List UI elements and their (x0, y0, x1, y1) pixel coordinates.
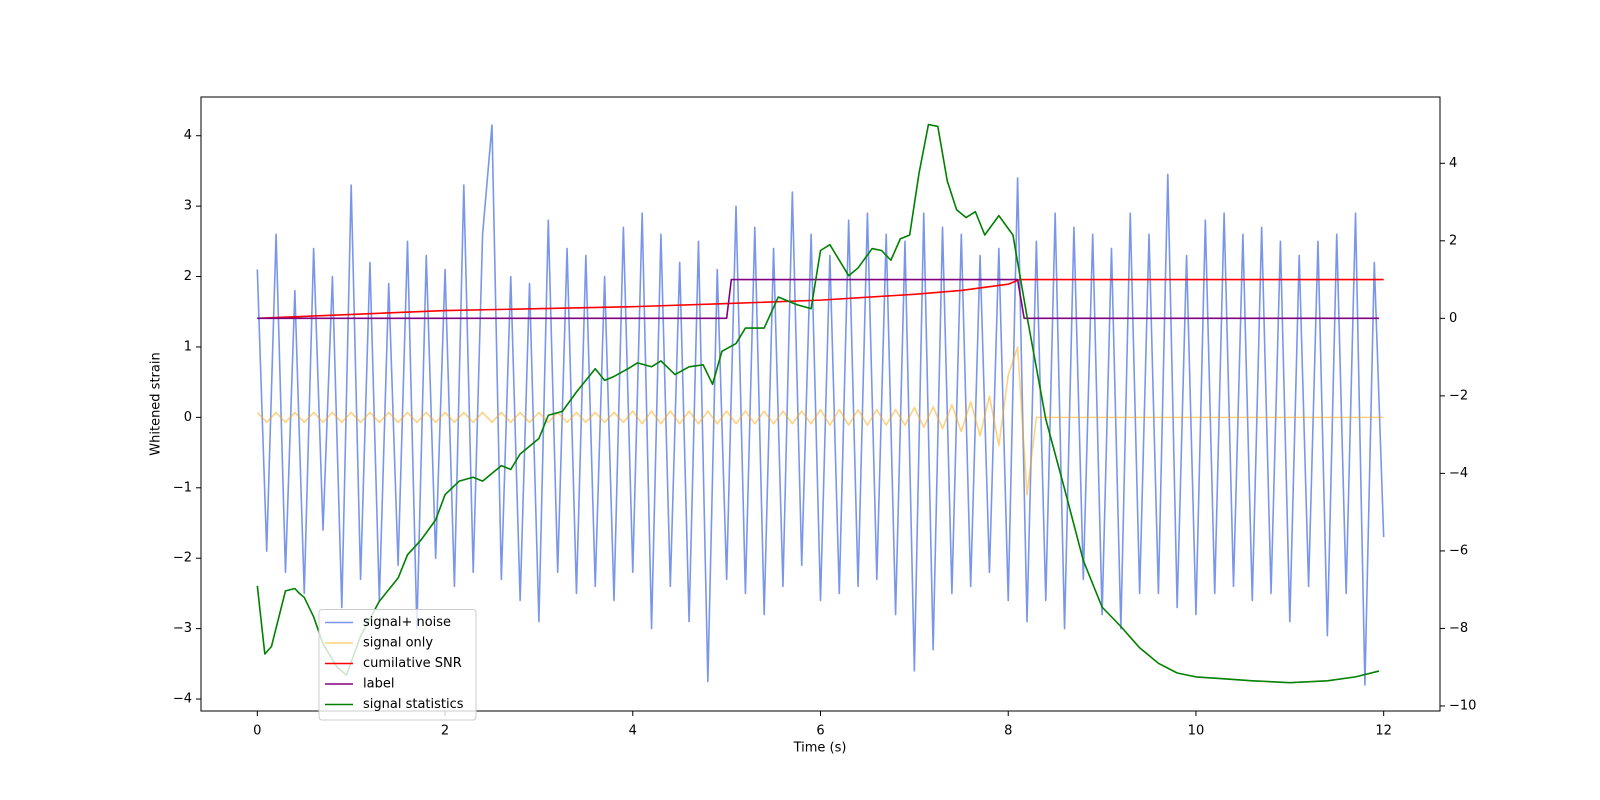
y2-tick-label: −6 (1449, 543, 1468, 558)
y2-tick-label: 0 (1449, 311, 1457, 326)
x-tick-label: 4 (629, 724, 637, 739)
y2-tick-label: 2 (1449, 233, 1457, 248)
y2-tick-label: −8 (1449, 621, 1468, 636)
y-tick-label: −2 (173, 551, 192, 566)
x-tick-label: 8 (1004, 724, 1012, 739)
legend-label: signal statistics (363, 697, 464, 712)
legend-label: cumilative SNR (363, 656, 462, 671)
y-tick-label: −4 (173, 692, 192, 707)
x-tick-label: 12 (1375, 724, 1392, 739)
y-tick-label: 3 (184, 199, 192, 214)
x-tick-label: 2 (441, 724, 449, 739)
y2-tick-label: −4 (1449, 466, 1468, 481)
x-axis-label: Time (s) (793, 741, 847, 756)
y-tick-label: 2 (184, 269, 192, 284)
y-tick-label: −1 (173, 480, 192, 495)
x-tick-label: 10 (1188, 724, 1205, 739)
y-tick-label: −3 (173, 621, 192, 636)
series-line (256, 123, 1380, 684)
series-line (256, 346, 1384, 496)
y2-tick-label: −2 (1449, 388, 1468, 403)
y-axis-label: Whitened strain (149, 352, 164, 455)
legend-label: signal only (363, 636, 433, 651)
series-line (257, 278, 1379, 320)
legend-label: label (363, 677, 394, 692)
series-line (257, 278, 1384, 320)
legend-box (318, 609, 477, 721)
y-tick-label: 1 (184, 339, 192, 354)
series-line (256, 124, 1385, 686)
x-tick-label: 6 (816, 724, 824, 739)
plot-area (256, 123, 1385, 686)
y2-tick-label: −10 (1449, 698, 1476, 713)
x-tick-label: 0 (253, 724, 261, 739)
y2-tick-label: 4 (1449, 156, 1457, 171)
y-tick-label: 4 (184, 128, 192, 143)
legend-label: signal+ noise (363, 615, 451, 630)
y-tick-label: 0 (184, 410, 192, 425)
